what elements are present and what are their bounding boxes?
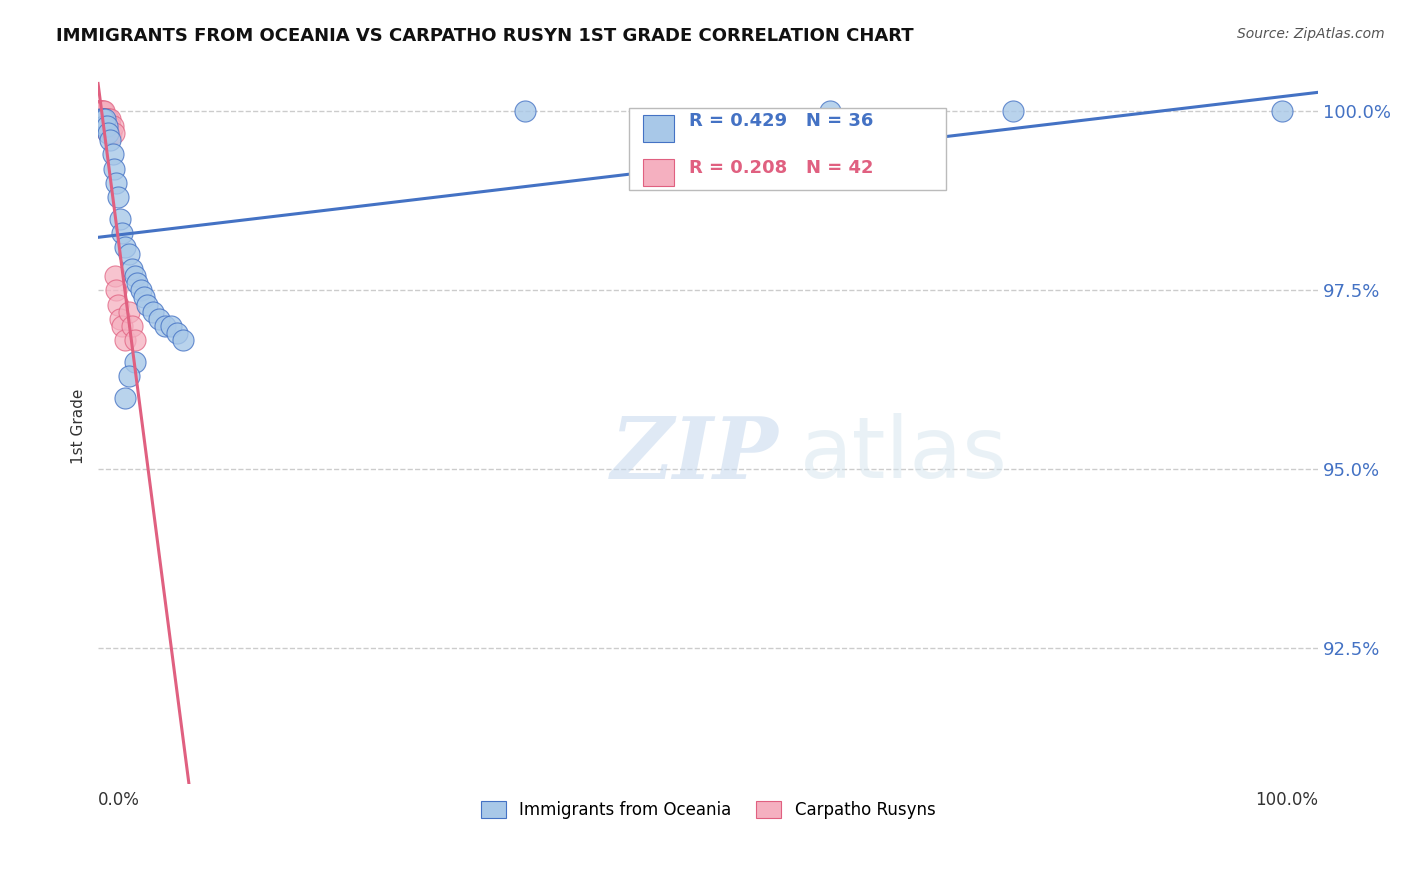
Point bbox=[134, 290, 156, 304]
Text: atlas: atlas bbox=[800, 413, 1008, 496]
Point bbox=[93, 119, 115, 133]
Text: 100.0%: 100.0% bbox=[1256, 791, 1319, 809]
Point bbox=[98, 133, 121, 147]
Point bbox=[124, 334, 146, 348]
Point bbox=[124, 268, 146, 283]
Point bbox=[94, 112, 117, 126]
Bar bbox=[628, 108, 946, 190]
Point bbox=[93, 119, 115, 133]
Point bbox=[101, 147, 124, 161]
Point bbox=[97, 112, 120, 126]
Point bbox=[90, 112, 112, 126]
Point bbox=[103, 161, 125, 176]
Point bbox=[108, 211, 131, 226]
Point bbox=[89, 104, 111, 119]
Point bbox=[90, 119, 112, 133]
Text: Source: ZipAtlas.com: Source: ZipAtlas.com bbox=[1237, 27, 1385, 41]
Point bbox=[94, 119, 117, 133]
Point bbox=[117, 304, 139, 318]
Bar bbox=[644, 159, 673, 186]
Point bbox=[89, 112, 111, 126]
Point bbox=[105, 283, 128, 297]
Point bbox=[121, 261, 143, 276]
Point bbox=[111, 226, 134, 240]
Text: R = 0.429   N = 36: R = 0.429 N = 36 bbox=[689, 112, 873, 130]
Point bbox=[96, 119, 118, 133]
Point bbox=[89, 104, 111, 119]
Point bbox=[91, 104, 114, 119]
Point bbox=[105, 176, 128, 190]
Point bbox=[135, 297, 157, 311]
Point bbox=[142, 304, 165, 318]
Point bbox=[89, 104, 111, 119]
Point bbox=[89, 104, 111, 119]
Point bbox=[107, 297, 129, 311]
Point bbox=[91, 112, 114, 126]
Point bbox=[114, 334, 136, 348]
Point bbox=[98, 119, 121, 133]
Point bbox=[94, 112, 117, 126]
Point bbox=[89, 112, 111, 126]
Point bbox=[818, 104, 841, 119]
Point bbox=[91, 119, 114, 133]
Point bbox=[153, 318, 176, 333]
Point bbox=[89, 112, 111, 126]
Point bbox=[117, 369, 139, 384]
Point bbox=[114, 240, 136, 254]
Point bbox=[97, 126, 120, 140]
Point bbox=[100, 126, 122, 140]
Point bbox=[124, 355, 146, 369]
Point bbox=[121, 318, 143, 333]
Text: R = 0.208   N = 42: R = 0.208 N = 42 bbox=[689, 159, 873, 177]
Point bbox=[96, 112, 118, 126]
Point bbox=[90, 104, 112, 119]
Point bbox=[513, 104, 536, 119]
Point bbox=[1002, 104, 1025, 119]
Point bbox=[97, 126, 120, 140]
Point bbox=[89, 112, 111, 126]
Point bbox=[111, 318, 134, 333]
Point bbox=[98, 112, 121, 126]
Text: 0.0%: 0.0% bbox=[98, 791, 141, 809]
Point bbox=[89, 112, 111, 126]
Point bbox=[89, 104, 111, 119]
Legend: Immigrants from Oceania, Carpatho Rusyns: Immigrants from Oceania, Carpatho Rusyns bbox=[474, 794, 942, 825]
Point bbox=[129, 283, 152, 297]
Point bbox=[89, 119, 111, 133]
Point bbox=[101, 119, 124, 133]
Point bbox=[114, 391, 136, 405]
Point bbox=[96, 119, 118, 133]
Bar bbox=[644, 115, 673, 142]
Point bbox=[104, 268, 127, 283]
Point bbox=[90, 112, 112, 126]
Point bbox=[89, 112, 111, 126]
Point bbox=[98, 119, 121, 133]
Text: IMMIGRANTS FROM OCEANIA VS CARPATHO RUSYN 1ST GRADE CORRELATION CHART: IMMIGRANTS FROM OCEANIA VS CARPATHO RUSY… bbox=[56, 27, 914, 45]
Point bbox=[103, 126, 125, 140]
Point bbox=[117, 247, 139, 261]
Point bbox=[148, 311, 170, 326]
Point bbox=[91, 112, 114, 126]
Point bbox=[93, 112, 115, 126]
Point bbox=[160, 318, 183, 333]
Point bbox=[127, 276, 149, 290]
Point bbox=[108, 311, 131, 326]
Point bbox=[172, 334, 194, 348]
Point bbox=[93, 104, 115, 119]
Point bbox=[1270, 104, 1292, 119]
Text: ZIP: ZIP bbox=[610, 413, 779, 497]
Point bbox=[93, 119, 115, 133]
Point bbox=[107, 190, 129, 204]
Point bbox=[90, 112, 112, 126]
Y-axis label: 1st Grade: 1st Grade bbox=[72, 388, 86, 464]
Point bbox=[166, 326, 188, 340]
